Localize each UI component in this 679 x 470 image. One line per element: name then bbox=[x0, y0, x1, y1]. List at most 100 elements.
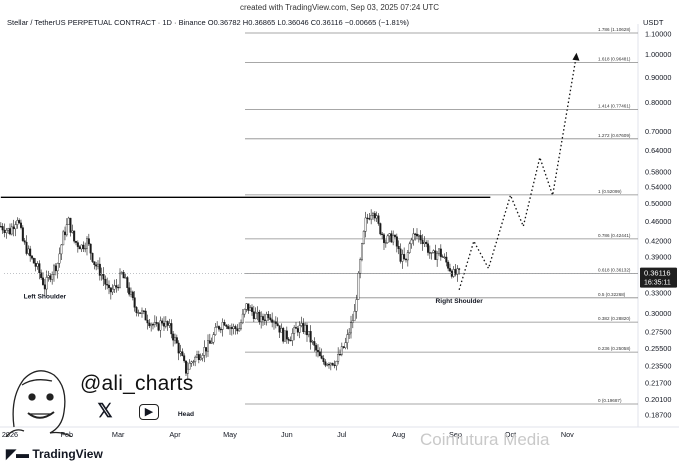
candle-body bbox=[133, 297, 136, 308]
candle-body bbox=[0, 226, 2, 228]
candle-body bbox=[115, 285, 118, 288]
fib-level-label: 1.786 (1.10628) bbox=[598, 27, 631, 32]
candle-body bbox=[283, 330, 286, 342]
candle-body bbox=[256, 311, 259, 314]
candle-body bbox=[338, 354, 341, 356]
candle-body bbox=[373, 213, 376, 219]
candle-body bbox=[214, 327, 217, 335]
candle-body bbox=[203, 347, 206, 356]
candle-body bbox=[425, 241, 428, 244]
candle-body bbox=[8, 228, 11, 235]
candle-body bbox=[344, 342, 347, 348]
candle-body bbox=[144, 310, 147, 321]
y-tick-label: 0.25500 bbox=[645, 344, 671, 353]
candle-body bbox=[384, 242, 387, 244]
candle-body bbox=[118, 272, 121, 288]
pattern-label: Head bbox=[178, 411, 194, 418]
candle-body bbox=[331, 362, 334, 366]
candle-body bbox=[159, 320, 162, 331]
candle-body bbox=[104, 279, 107, 285]
candle-body bbox=[122, 272, 125, 279]
candle-body bbox=[80, 244, 83, 250]
avatar-caricature-icon bbox=[5, 370, 73, 437]
candle-body bbox=[441, 256, 444, 258]
candle-body bbox=[78, 246, 81, 250]
candle-body bbox=[117, 286, 120, 289]
candle-body bbox=[397, 246, 400, 250]
current-price-tag bbox=[640, 267, 677, 288]
x-tick-label: Mar bbox=[112, 430, 125, 439]
candle-body bbox=[421, 239, 424, 245]
x-tick-label: Jun bbox=[281, 430, 293, 439]
candle-body bbox=[60, 244, 63, 255]
candle-body bbox=[342, 346, 345, 348]
candle-body bbox=[139, 312, 142, 314]
candle-body bbox=[324, 361, 327, 366]
candle-body bbox=[234, 326, 237, 329]
candle-body bbox=[146, 319, 149, 324]
candle-body bbox=[219, 328, 222, 331]
x-tick-label: Apr bbox=[169, 430, 181, 439]
candle-body bbox=[403, 254, 406, 260]
candle-body bbox=[432, 250, 435, 253]
x-tick-label: Oct bbox=[505, 430, 516, 439]
candle-body bbox=[25, 241, 28, 254]
candle-body bbox=[445, 256, 448, 263]
candle-body bbox=[120, 272, 123, 274]
current-price-countdown: 16:35:11 bbox=[644, 280, 671, 287]
candle-body bbox=[177, 342, 180, 354]
candle-body bbox=[93, 261, 96, 265]
candle-body bbox=[366, 217, 369, 219]
candle-body bbox=[148, 322, 151, 327]
candle-body bbox=[155, 322, 158, 324]
candle-body bbox=[151, 324, 154, 326]
candle-body bbox=[113, 285, 116, 290]
candle-body bbox=[10, 226, 13, 235]
candle-body bbox=[250, 307, 253, 312]
candle-body bbox=[179, 351, 182, 354]
y-tick-label: 0.58000 bbox=[645, 167, 671, 176]
candle-body bbox=[206, 340, 209, 352]
candle-body bbox=[89, 243, 92, 254]
candle-body bbox=[168, 323, 171, 326]
candle-body bbox=[164, 321, 167, 327]
candle-body bbox=[3, 229, 6, 234]
candle-body bbox=[32, 258, 35, 264]
candle-body bbox=[87, 238, 90, 245]
candle-body bbox=[239, 322, 242, 329]
candle-body bbox=[260, 316, 263, 323]
candle-body bbox=[448, 268, 451, 272]
pattern-label: Left Shoulder bbox=[24, 293, 67, 300]
candle-body bbox=[245, 303, 248, 310]
y-tick-label: 0.70000 bbox=[645, 127, 671, 136]
fib-level-label: 1 (0.52099) bbox=[598, 189, 622, 194]
candle-body bbox=[14, 224, 17, 230]
watermark: Coinfutura Media bbox=[420, 430, 550, 449]
candle-body bbox=[333, 364, 336, 367]
candle-body bbox=[408, 243, 411, 253]
candle-body bbox=[223, 322, 226, 326]
candle-body bbox=[269, 317, 272, 320]
y-tick-label: 0.80000 bbox=[645, 98, 671, 107]
candle-body bbox=[311, 341, 314, 343]
candle-body bbox=[359, 259, 362, 274]
youtube-play-icon[interactable]: ▶ bbox=[139, 404, 159, 420]
candle-body bbox=[452, 269, 455, 277]
candle-body bbox=[186, 368, 189, 374]
candle-body bbox=[296, 328, 299, 333]
candle-body bbox=[227, 326, 230, 329]
current-price-value: 0.36116 bbox=[644, 269, 671, 278]
candle-body bbox=[41, 277, 44, 285]
candle-body bbox=[175, 337, 178, 344]
candle-body bbox=[47, 275, 50, 278]
candle-body bbox=[7, 228, 10, 231]
candle-body bbox=[371, 213, 374, 216]
candle-body bbox=[157, 323, 160, 331]
candles-group bbox=[0, 209, 461, 380]
candle-body bbox=[392, 235, 395, 243]
x-logo-icon[interactable]: 𝕏 bbox=[97, 401, 113, 422]
candle-body bbox=[58, 253, 61, 264]
candle-body bbox=[142, 310, 145, 312]
fib-level-label: 0.5 (0.32268) bbox=[598, 292, 626, 297]
